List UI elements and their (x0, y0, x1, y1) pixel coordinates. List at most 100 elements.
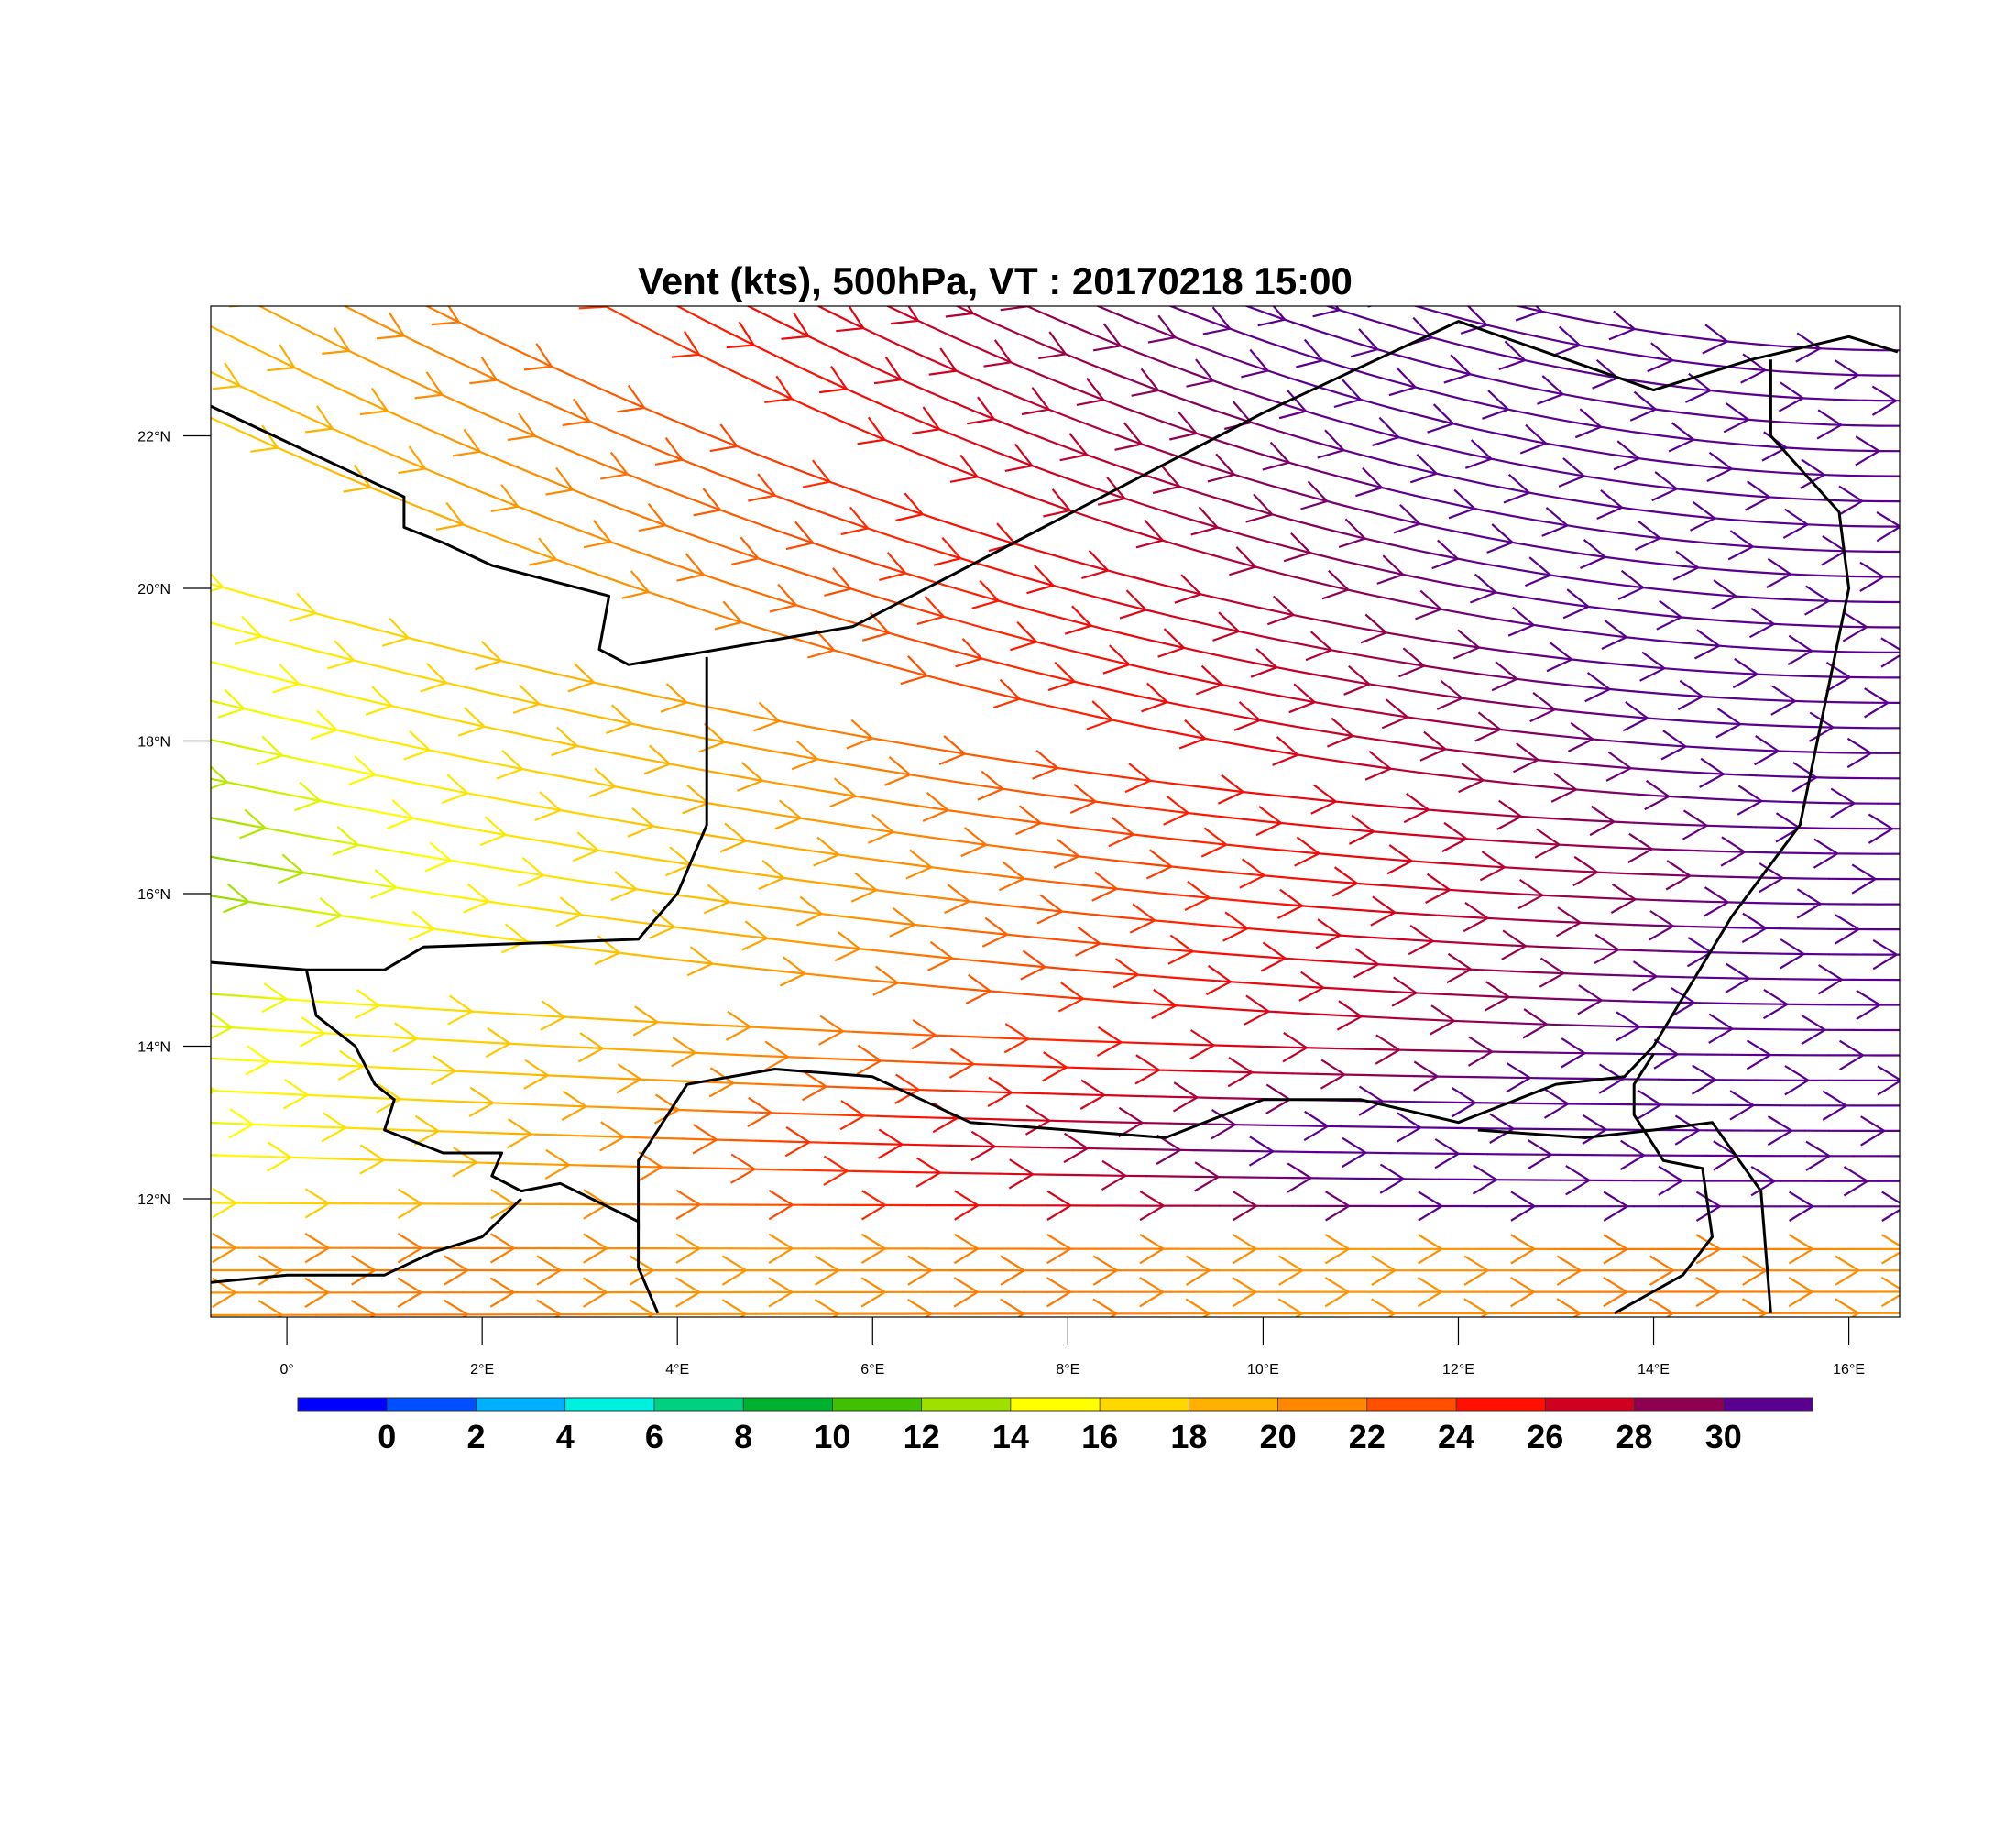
streamline-segment (170, 352, 194, 364)
streamline-segment (1514, 306, 1538, 312)
wind-arrowhead (1782, 508, 1810, 539)
streamline-segment (339, 431, 367, 445)
streamline-segment (1071, 479, 1099, 490)
wind-arrowhead (802, 459, 832, 488)
streamline-segment (998, 932, 1025, 938)
streamline-segment (656, 858, 684, 865)
wind-arrowhead (392, 1022, 420, 1053)
wind-arrowhead (1674, 1114, 1702, 1146)
streamline-segment (1462, 478, 1489, 487)
streamline-segment (560, 121, 585, 137)
wind-arrowhead (721, 1299, 748, 1317)
wind-arrowhead (1167, 934, 1195, 965)
streamline-segment (1145, 1122, 1172, 1125)
streamline-segment (315, 1125, 342, 1129)
wind-arrowhead (315, 897, 344, 928)
streamline-segment (509, 869, 537, 875)
streamline-segment (1193, 432, 1221, 443)
streamline-segment (1169, 542, 1196, 552)
streamline-segment (1291, 1125, 1319, 1127)
streamline-segment (1779, 547, 1806, 551)
streamline-segment (1682, 668, 1709, 673)
streamline-segment (778, 1140, 805, 1144)
streamline-segment (973, 378, 1001, 390)
streamline-segment (1535, 868, 1562, 872)
streamline-segment (1291, 490, 1319, 500)
streamline-segment (389, 137, 414, 152)
streamline-segment (851, 916, 879, 922)
streamline-segment (1000, 134, 1024, 147)
streamline-segment (412, 503, 440, 516)
streamline-segment (681, 764, 708, 773)
streamline-segment (1510, 514, 1538, 521)
streamline-segment (463, 98, 488, 115)
streamline-segment (1682, 823, 1709, 827)
wind-arrowhead (1222, 911, 1250, 942)
wind-arrowhead (810, 15, 838, 39)
streamline-segment (437, 715, 464, 723)
streamline-segment (1340, 503, 1367, 512)
colorbar-label: 20 (1260, 1418, 1297, 1455)
streamline-segment (211, 370, 220, 378)
streamline-segment (1218, 842, 1245, 848)
streamline-segment (1218, 440, 1245, 450)
streamline-segment (1413, 965, 1441, 970)
streamline-segment (1486, 616, 1514, 623)
streamline-segment (257, 306, 268, 312)
wind-arrowhead (1463, 1255, 1490, 1286)
streamline-segment (925, 925, 952, 930)
wind-arrowhead (1486, 523, 1515, 554)
wind-arrowhead (1856, 989, 1882, 1021)
streamline-segment (1657, 924, 1684, 927)
wind-arrowhead (606, 704, 634, 735)
streamline-segment (973, 872, 1001, 877)
streamline-segment (1828, 347, 1856, 351)
wind-arrowhead (541, 222, 568, 247)
streamline-segment (1169, 976, 1196, 981)
streamline-segment (1388, 379, 1416, 389)
streamline-segment (1145, 638, 1172, 646)
streamline-segment (1682, 770, 1709, 774)
streamline-segment (339, 766, 367, 774)
streamline-segment (1779, 521, 1806, 526)
streamline-segment (975, 217, 1000, 229)
streamline-segment (901, 1088, 928, 1092)
streamline-segment (242, 630, 268, 640)
colorbar-swatch (653, 1398, 744, 1411)
streamline-segment (706, 1138, 732, 1142)
wind-arrowhead (981, 916, 1010, 948)
streamline-segment (1486, 563, 1514, 570)
streamline-segment (1023, 493, 1050, 504)
wind-arrowhead (1496, 799, 1524, 830)
wind-arrowhead (1211, 1108, 1237, 1140)
wind-arrowhead (1375, 1034, 1402, 1065)
streamline-segment (1169, 586, 1196, 594)
streamline-segment (1120, 1000, 1147, 1005)
wind-arrowhead (958, 70, 985, 94)
wind-arrowhead (583, 520, 613, 549)
streamline-segment (1364, 592, 1392, 600)
streamline-segment (1023, 367, 1050, 379)
streamline-segment (609, 230, 634, 244)
streamline-segment (341, 104, 366, 121)
streamline-segment (509, 1103, 537, 1106)
streamline-segment (1705, 440, 1733, 445)
streamline-segment (925, 514, 952, 525)
streamline-segment (1291, 1072, 1319, 1076)
streamline-segment (1291, 904, 1319, 908)
streamline-segment (534, 357, 562, 372)
colorbar-label: 2 (466, 1418, 485, 1455)
streamline-segment (973, 346, 1001, 359)
streamline-segment (1730, 901, 1758, 905)
streamline-segment (211, 739, 220, 743)
streamline-segment (1608, 1025, 1636, 1028)
streamline-segment (534, 770, 562, 778)
wind-arrowhead (370, 869, 399, 899)
streamline-segment (1364, 427, 1392, 436)
streamline-segment (1803, 675, 1831, 678)
wind-arrowhead (1257, 306, 1287, 327)
streamline-segment (951, 205, 976, 218)
wind-arrowhead (886, 128, 914, 153)
wind-arrowhead (372, 30, 400, 56)
streamline-segment (706, 801, 732, 808)
